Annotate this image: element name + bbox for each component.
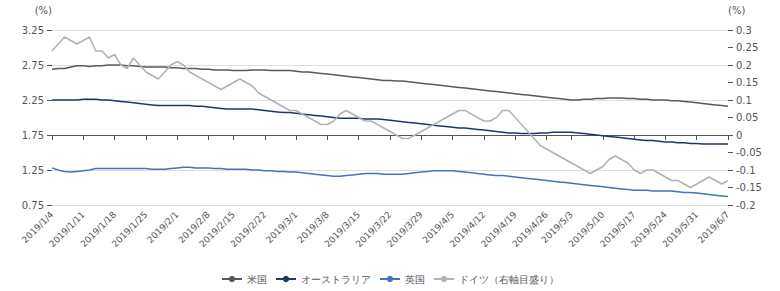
svg-text:2019/3/15: 2019/3/15 [322, 209, 363, 250]
svg-text:(%): (%) [728, 5, 745, 16]
svg-text:3.25: 3.25 [22, 25, 44, 36]
svg-text:-0.1: -0.1 [736, 165, 756, 176]
svg-text:2019/4/12: 2019/4/12 [447, 209, 488, 250]
svg-text:2.75: 2.75 [22, 60, 44, 71]
svg-text:2019/2/1: 2019/2/1 [145, 209, 181, 245]
svg-text:0.1: 0.1 [736, 95, 752, 106]
svg-text:0.75: 0.75 [22, 200, 44, 211]
svg-text:2019/1/4: 2019/1/4 [19, 209, 56, 246]
svg-text:2019/5/24: 2019/5/24 [629, 209, 669, 250]
svg-text:0.2: 0.2 [736, 60, 752, 71]
svg-text:2019/4/5: 2019/4/5 [420, 209, 457, 246]
svg-text:2019/2/22: 2019/2/22 [229, 209, 269, 249]
svg-text:2019/5/17: 2019/5/17 [598, 209, 638, 250]
svg-text:0: 0 [736, 130, 742, 141]
svg-text:2019/3/1: 2019/3/1 [264, 209, 300, 245]
svg-text:1.75: 1.75 [22, 130, 44, 141]
svg-text:2019/1/11: 2019/1/11 [47, 209, 87, 250]
svg-text:2019/3/22: 2019/3/22 [353, 209, 394, 250]
svg-text:オーストラリア: オーストラリア [301, 274, 371, 285]
svg-text:2019/1/25: 2019/1/25 [110, 209, 150, 249]
svg-text:-0.2: -0.2 [736, 200, 756, 211]
svg-text:0.05: 0.05 [736, 112, 758, 123]
svg-text:(%): (%) [35, 5, 52, 16]
svg-text:2019/5/10: 2019/5/10 [566, 209, 607, 250]
svg-text:2019/6/7: 2019/6/7 [696, 209, 732, 245]
svg-text:0.3: 0.3 [736, 25, 752, 36]
svg-text:2019/2/8: 2019/2/8 [176, 209, 212, 246]
svg-text:2019/2/15: 2019/2/15 [197, 209, 238, 250]
svg-text:2019/3/8: 2019/3/8 [295, 209, 331, 246]
svg-text:2019/4/19: 2019/4/19 [479, 209, 519, 250]
svg-text:2019/5/3: 2019/5/3 [539, 209, 576, 246]
svg-text:-0.05: -0.05 [736, 147, 762, 158]
svg-text:2.25: 2.25 [22, 95, 44, 106]
svg-text:-0.15: -0.15 [736, 182, 762, 193]
svg-text:1.25: 1.25 [22, 165, 44, 176]
svg-text:ドイツ（右軸目盛り）: ドイツ（右軸目盛り） [459, 274, 559, 285]
svg-text:2019/4/26: 2019/4/26 [510, 209, 550, 250]
svg-text:2019/3/29: 2019/3/29 [385, 209, 425, 249]
svg-text:米国: 米国 [247, 274, 267, 285]
svg-text:0.25: 0.25 [736, 42, 758, 53]
svg-text:0.15: 0.15 [736, 77, 758, 88]
svg-text:英国: 英国 [405, 274, 425, 285]
svg-text:2019/1/18: 2019/1/18 [78, 209, 119, 250]
svg-text:2019/5/31: 2019/5/31 [661, 209, 701, 249]
